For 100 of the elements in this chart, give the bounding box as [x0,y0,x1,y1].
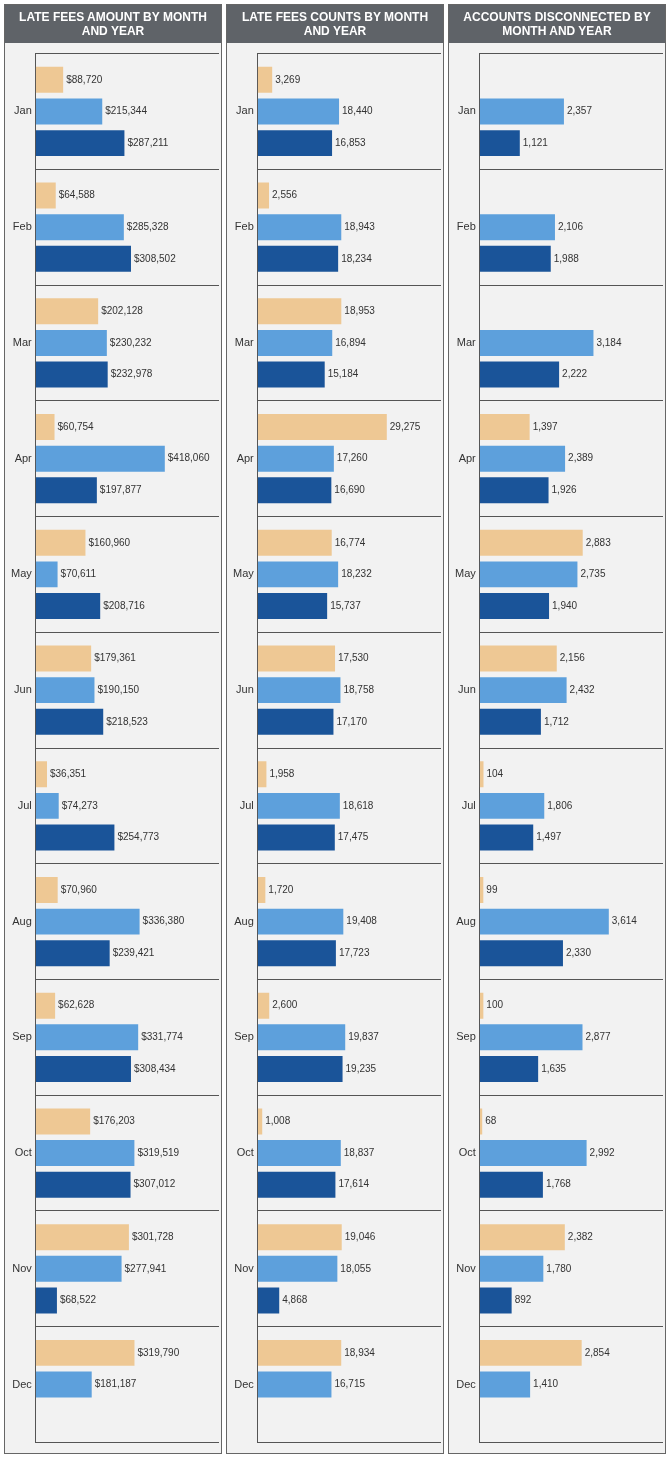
data-label: 2,357 [566,105,593,117]
data-label: 19,408 [346,915,378,927]
data-label: 18,055 [340,1262,372,1274]
y-tick-label: Oct [236,1146,254,1159]
bar [35,1224,129,1251]
bar [257,561,339,588]
bar [257,130,333,157]
data-label: 18,953 [344,305,376,317]
bar [35,1287,57,1314]
bar [35,130,125,157]
data-label: $301,728 [131,1230,175,1242]
data-label: $319,790 [137,1346,180,1358]
data-label: $190,150 [97,683,140,695]
data-label: 2,156 [559,652,586,664]
data-label: 18,234 [341,252,373,264]
data-label: $218,523 [106,715,149,727]
bar [479,824,534,851]
bar [479,908,609,935]
y-tick-label: Nov [12,1261,33,1274]
data-label: 1,008 [265,1115,291,1127]
bar [479,1255,544,1282]
y-tick-label: Apr [236,451,255,464]
bar [479,1140,587,1167]
bar [35,182,56,209]
bar [35,214,124,241]
bar [35,1171,131,1198]
data-label: 17,475 [337,831,369,843]
bar [35,1339,135,1366]
bar [35,298,99,325]
bar [257,1371,332,1398]
data-label: 2,106 [557,220,584,232]
data-label: $285,328 [126,220,169,232]
bar [479,561,578,588]
bar [257,1056,343,1082]
y-tick-label: Feb [12,220,32,233]
data-label: $70,611 [60,568,97,580]
y-tick-label: Mar [12,335,33,348]
data-label: 19,837 [348,1031,380,1043]
data-label: 99 [486,883,498,895]
bar [35,529,86,556]
bar [257,66,273,93]
bar [35,329,107,356]
data-label: 1,497 [536,831,562,843]
data-label: 17,530 [338,652,370,664]
data-label: 18,440 [342,105,374,117]
data-label: 18,618 [342,799,374,811]
bar [35,1108,91,1135]
bar [35,361,108,388]
y-tick-label: Aug [456,914,476,927]
y-tick-label: May [233,567,255,580]
bar [257,298,342,325]
bar [257,1255,338,1282]
data-label: $88,720 [66,73,103,85]
data-label: $64,588 [58,189,96,201]
bar [35,561,58,588]
y-tick-label: Sep [456,1030,476,1043]
data-label: 16,894 [335,336,367,348]
bar [257,992,270,1019]
data-label: $160,960 [88,536,131,548]
bar [35,1056,131,1082]
y-tick-label: Jul [239,798,254,811]
bar [479,329,594,356]
y-tick-label: Dec [456,1377,477,1390]
data-label: $179,361 [94,652,137,664]
data-label: 2,883 [585,536,612,548]
bar [35,477,97,504]
data-label: 2,992 [589,1146,616,1158]
bar [479,214,555,241]
bar [479,414,530,440]
data-label: 1,780 [546,1262,572,1274]
data-label: $181,187 [94,1378,137,1390]
data-label: 15,737 [330,599,362,611]
data-label: 2,735 [580,568,606,580]
data-label: 19,235 [345,1062,377,1074]
data-label: 2,600 [272,999,298,1011]
data-label: $208,716 [103,599,146,611]
bar [257,792,340,819]
data-label: 2,389 [568,452,594,464]
data-label: 17,614 [338,1178,370,1190]
bar [35,761,47,788]
data-label: $232,978 [110,368,153,380]
data-label: 16,690 [334,484,366,496]
y-tick-label: Nov [456,1261,477,1274]
bar [479,1224,565,1251]
bar [257,1171,336,1198]
bar [479,1171,543,1198]
data-label: $319,519 [137,1146,180,1158]
y-tick-label: May [11,567,33,580]
bar [257,529,332,556]
bar [479,361,560,388]
data-label: $70,960 [60,883,98,895]
data-label: 68 [485,1115,497,1127]
data-label: 104 [486,767,504,779]
y-tick-label: Jul [17,798,32,811]
bar [35,708,104,735]
y-tick-label: Dec [234,1377,255,1390]
bar [479,1024,583,1051]
bar [35,877,58,903]
data-label: 17,723 [338,946,370,958]
data-label: $202,128 [101,305,144,317]
